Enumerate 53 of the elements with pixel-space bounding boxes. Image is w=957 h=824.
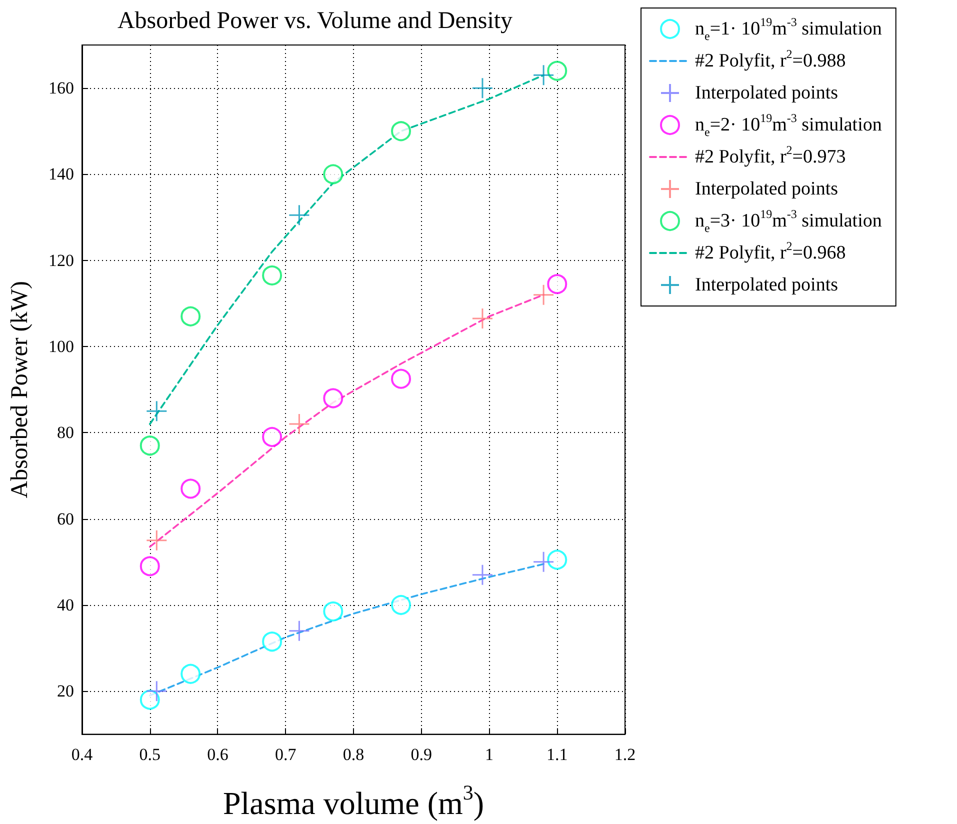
point bbox=[532, 284, 554, 306]
y-tick-label: 20 bbox=[57, 682, 74, 701]
point bbox=[288, 413, 310, 435]
point bbox=[323, 601, 344, 622]
point bbox=[262, 632, 282, 652]
point bbox=[262, 426, 282, 447]
point bbox=[140, 690, 160, 710]
y-tick-label: 160 bbox=[48, 78, 74, 98]
x-tick-label: 1 bbox=[485, 745, 494, 764]
point bbox=[146, 400, 168, 422]
x-tick-label: 0.6 bbox=[207, 745, 228, 764]
point bbox=[180, 664, 201, 684]
y-tick-label: 40 bbox=[57, 595, 74, 614]
point bbox=[146, 530, 168, 552]
x-tick-label: 0.8 bbox=[342, 745, 364, 764]
point bbox=[472, 77, 494, 99]
point bbox=[391, 121, 412, 142]
y-tick-label: 60 bbox=[57, 509, 74, 528]
y-axis-title: Absorbed Power (kW) bbox=[7, 280, 33, 498]
y-tick-label: 80 bbox=[57, 423, 74, 442]
point bbox=[180, 478, 201, 499]
legend-label: Interpolated points bbox=[695, 82, 838, 104]
point bbox=[472, 308, 494, 330]
point bbox=[547, 550, 568, 570]
legend-label: Interpolated points bbox=[695, 178, 838, 200]
x-tick-label: 0.7 bbox=[275, 745, 297, 764]
point bbox=[140, 556, 160, 576]
y-tick-label: 120 bbox=[48, 250, 74, 270]
y-tick-label: 100 bbox=[48, 337, 74, 356]
x-tick-label: 0.5 bbox=[139, 745, 160, 764]
point bbox=[323, 164, 344, 184]
point bbox=[472, 564, 494, 586]
line-series bbox=[148, 74, 544, 425]
point bbox=[140, 436, 160, 456]
point bbox=[391, 368, 412, 389]
point bbox=[547, 60, 568, 81]
chart-title: Absorbed Power vs. Volume and Density bbox=[117, 8, 513, 34]
x-tick-label: 0.4 bbox=[71, 745, 94, 764]
point bbox=[532, 64, 554, 86]
point bbox=[146, 680, 168, 702]
point bbox=[262, 265, 282, 286]
point bbox=[391, 594, 412, 615]
x-tick-label: 1.1 bbox=[546, 745, 568, 764]
legend-label: Interpolated points bbox=[695, 274, 838, 296]
point bbox=[180, 306, 201, 326]
point bbox=[288, 620, 310, 642]
y-tick-label: 140 bbox=[48, 164, 74, 184]
point bbox=[547, 274, 568, 294]
point bbox=[288, 204, 310, 226]
x-tick-label: 1.2 bbox=[614, 745, 636, 764]
x-tick-label: 0.9 bbox=[410, 745, 432, 764]
point bbox=[532, 551, 554, 573]
point bbox=[323, 388, 344, 408]
